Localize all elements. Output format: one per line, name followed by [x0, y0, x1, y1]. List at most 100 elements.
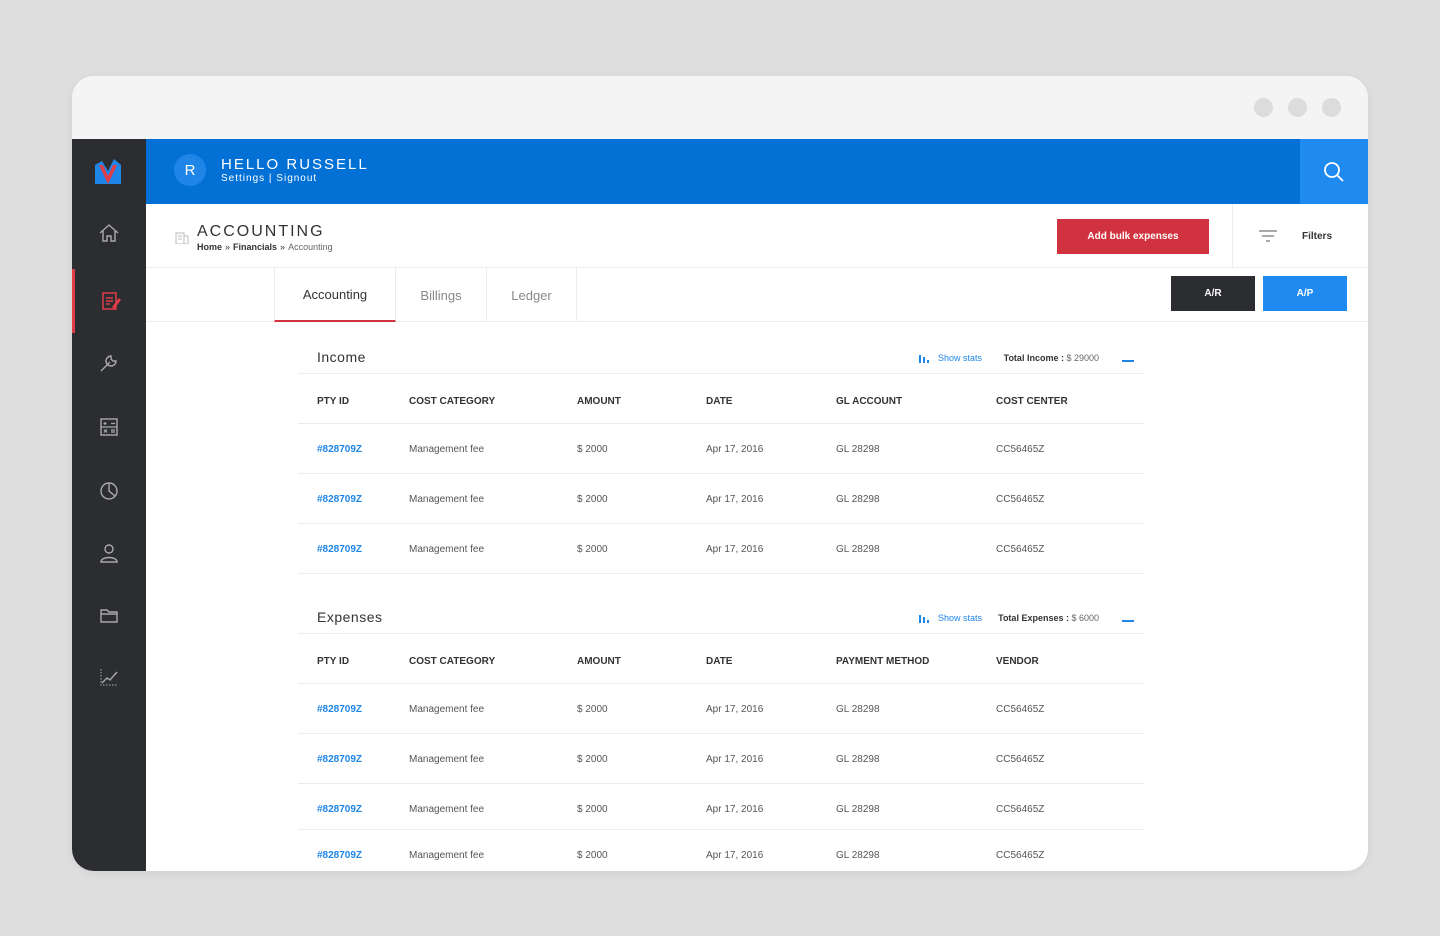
divider	[1232, 204, 1233, 268]
date: Apr 17, 2016	[706, 754, 764, 765]
tab-billings[interactable]: Billings	[396, 268, 487, 322]
column-header[interactable]: DATE	[706, 396, 733, 407]
expenses-table-header: PTY ID COST CATEGORY AMOUNT DATE PAYMENT…	[298, 634, 1144, 684]
income-table-header: PTY ID COST CATEGORY AMOUNT DATE GL ACCO…	[298, 374, 1144, 424]
pty-id-link[interactable]: #828709Z	[317, 804, 363, 815]
sidebar-item-accounting[interactable]	[72, 269, 146, 333]
folder-icon	[100, 609, 118, 623]
breadcrumb-financials[interactable]: Financials	[233, 242, 278, 252]
column-header[interactable]: PTY ID	[317, 396, 350, 407]
cost-center: CC56465Z	[996, 544, 1045, 555]
cost-category: Management fee	[409, 544, 485, 555]
greeting: HELLO RUSSELL	[221, 156, 369, 173]
sidebar-item-reports[interactable]	[72, 459, 146, 523]
sidebar-item-analytics[interactable]	[72, 645, 146, 709]
expenses-total-value: $ 6000	[1068, 613, 1099, 623]
logo-icon[interactable]	[93, 157, 123, 187]
vendor: CC56465Z	[996, 754, 1045, 765]
gl-account: GL 28298	[836, 544, 880, 555]
table-row[interactable]: #828709Z Management fee $ 2000 Apr 17, 2…	[298, 784, 1144, 830]
income-total-label: Total Income :	[1003, 353, 1064, 363]
cost-center: CC56465Z	[996, 494, 1045, 505]
amount: $ 2000	[577, 704, 608, 715]
window-dot[interactable]	[1322, 98, 1341, 117]
expenses-collapse-button[interactable]	[1122, 620, 1134, 622]
column-header[interactable]: AMOUNT	[577, 396, 621, 407]
payment-method: GL 28298	[836, 850, 880, 861]
table-row[interactable]: #828709Z Management fee $ 2000 Apr 17, 2…	[298, 474, 1144, 524]
sidebar-item-files[interactable]	[72, 583, 146, 647]
tab-ledger[interactable]: Ledger	[487, 268, 577, 322]
window-titlebar	[72, 76, 1368, 139]
building-icon	[175, 232, 189, 244]
expenses-show-stats-button[interactable]: Show stats	[918, 613, 982, 623]
pty-id-link[interactable]: #828709Z	[317, 494, 363, 505]
vendor: CC56465Z	[996, 804, 1045, 815]
notes-icon	[101, 292, 121, 310]
column-header[interactable]: GL ACCOUNT	[836, 396, 903, 407]
column-header[interactable]: VENDOR	[996, 656, 1039, 667]
tab-accounting[interactable]: Accounting	[274, 268, 396, 322]
table-row[interactable]: #828709Z Management fee $ 2000 Apr 17, 2…	[298, 524, 1144, 574]
sidebar-item-users[interactable]	[72, 521, 146, 585]
pty-id-link[interactable]: #828709Z	[317, 704, 363, 715]
amount: $ 2000	[577, 754, 608, 765]
payment-method: GL 28298	[836, 754, 880, 765]
income-header: Income Show stats Total Income : $ 29000	[298, 337, 1144, 374]
ar-toggle-button[interactable]: A/R	[1171, 276, 1255, 311]
table-row[interactable]: #828709Z Management fee $ 2000 Apr 17, 2…	[298, 734, 1144, 784]
search-button[interactable]	[1300, 139, 1368, 204]
pty-id-link[interactable]: #828709Z	[317, 850, 363, 861]
pie-chart-icon	[100, 482, 118, 500]
add-bulk-expenses-button[interactable]: Add bulk expenses	[1057, 219, 1209, 254]
tabs-bar: Accounting Billings Ledger A/R A/P	[146, 268, 1368, 322]
user-links: Settings | Signout	[221, 173, 317, 184]
top-header: R HELLO RUSSELL Settings | Signout	[146, 139, 1300, 204]
column-header[interactable]: PTY ID	[317, 656, 350, 667]
sidebar-item-calculator[interactable]	[72, 395, 146, 459]
column-header[interactable]: COST CENTER	[996, 396, 1068, 407]
breadcrumb-current: Accounting	[288, 242, 333, 252]
gl-account: GL 28298	[836, 494, 880, 505]
expenses-total-label: Total Expenses :	[998, 613, 1069, 623]
ap-toggle-button[interactable]: A/P	[1263, 276, 1347, 311]
settings-link[interactable]: Settings	[221, 173, 266, 184]
page-title: ACCOUNTING	[197, 223, 325, 240]
table-row[interactable]: #828709Z Management fee $ 2000 Apr 17, 2…	[298, 830, 1144, 871]
vendor: CC56465Z	[996, 704, 1045, 715]
search-icon	[1324, 161, 1344, 182]
table-row[interactable]: #828709Z Management fee $ 2000 Apr 17, 2…	[298, 424, 1144, 474]
table-row[interactable]: #828709Z Management fee $ 2000 Apr 17, 2…	[298, 684, 1144, 734]
income-collapse-button[interactable]	[1122, 360, 1134, 362]
breadcrumb-home[interactable]: Home	[197, 242, 223, 252]
window-dot[interactable]	[1288, 98, 1307, 117]
pty-id-link[interactable]: #828709Z	[317, 544, 363, 555]
expenses-header: Expenses Show stats Total Expenses : $ 6…	[298, 597, 1144, 634]
amount: $ 2000	[577, 544, 608, 555]
expenses-total: Total Expenses : $ 6000	[998, 613, 1099, 623]
cost-center: CC56465Z	[996, 444, 1045, 455]
pty-id-link[interactable]: #828709Z	[317, 444, 363, 455]
avatar[interactable]: R	[174, 154, 206, 186]
pty-id-link[interactable]: #828709Z	[317, 754, 363, 765]
show-stats-label: Show stats	[937, 353, 982, 363]
breadcrumb-separator: »	[280, 242, 286, 252]
bar-chart-icon	[918, 614, 929, 623]
sidebar-item-home[interactable]	[72, 201, 146, 265]
date: Apr 17, 2016	[706, 444, 764, 455]
column-header[interactable]: COST CATEGORY	[409, 656, 496, 667]
app-window: R HELLO RUSSELL Settings | Signout ACCOU…	[72, 76, 1368, 871]
bar-chart-icon	[918, 354, 929, 363]
page-bar: ACCOUNTING Home» Financials» Accounting Ad…	[146, 204, 1368, 268]
column-header[interactable]: DATE	[706, 656, 733, 667]
payment-method: GL 28298	[836, 804, 880, 815]
income-show-stats-button[interactable]: Show stats	[918, 353, 982, 363]
filters-button[interactable]: Filters	[1258, 228, 1332, 244]
signout-link[interactable]: Signout	[276, 173, 318, 184]
column-header[interactable]: COST CATEGORY	[409, 396, 496, 407]
date: Apr 17, 2016	[706, 804, 764, 815]
sidebar-item-tools[interactable]	[72, 331, 146, 395]
column-header[interactable]: PAYMENT METHOD	[836, 656, 930, 667]
column-header[interactable]: AMOUNT	[577, 656, 621, 667]
window-dot[interactable]	[1254, 98, 1273, 117]
